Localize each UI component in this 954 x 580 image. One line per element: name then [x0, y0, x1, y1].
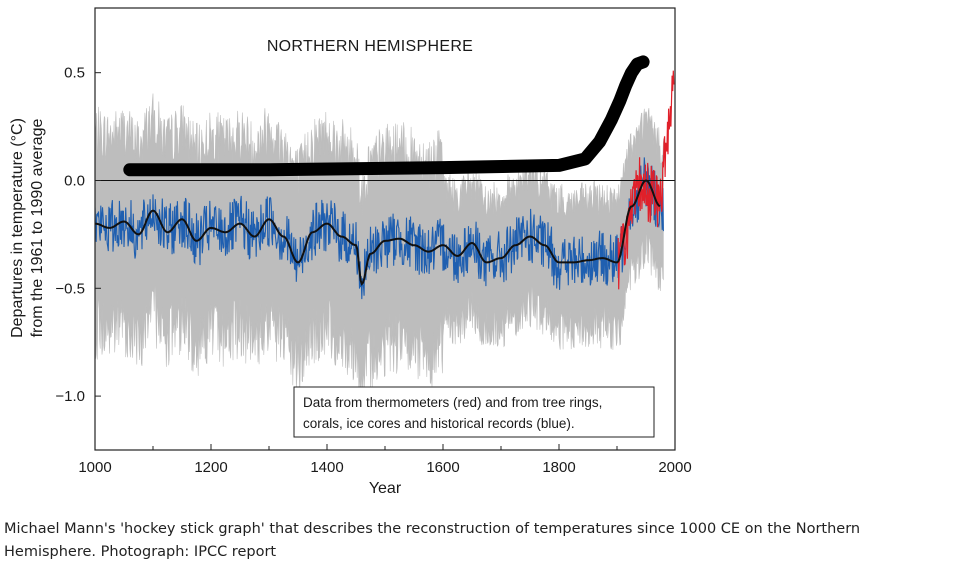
y-tick-label-2: −0.5: [55, 280, 85, 297]
x-tick-label-1400: 1400: [310, 459, 343, 476]
x-tick-label-1600: 1600: [426, 459, 459, 476]
legend-text-line2: corals, ice cores and historical records…: [303, 416, 575, 431]
y-axis-title-line1: Departures in temperature (°C): [9, 118, 26, 338]
hockey-stick-overlay: [123, 55, 650, 177]
y-tick-label-3: −1.0: [55, 388, 85, 405]
smoothed-series: [95, 179, 661, 286]
reconstruction-series: [95, 157, 664, 300]
x-axis-title: Year: [369, 480, 402, 497]
y-tick-label-1: 0.0: [64, 172, 85, 189]
y-tick-label-0: 0.5: [64, 65, 85, 82]
x-tick-label-2000: 2000: [658, 459, 691, 476]
x-tick-label-1000: 1000: [78, 459, 111, 476]
x-tick-label-1800: 1800: [542, 459, 575, 476]
x-tick-label-1200: 1200: [194, 459, 227, 476]
legend-text-line1: Data from thermometers (red) and from tr…: [303, 395, 602, 410]
legend-box: Data from thermometers (red) and from tr…: [293, 386, 655, 438]
figure-caption: Michael Mann's 'hockey stick graph' that…: [4, 521, 861, 560]
hockey-stick-chart: 1000 1200 1400 1600 1800 2000 0.5 0.0 −0.5 −1.0 N…: [9, 7, 692, 497]
y-axis-title-line2: from the 1961 to 1990 average: [29, 118, 46, 337]
thermometer-series: [617, 70, 675, 290]
chart-title: NORTHERN HEMISPHERE: [267, 38, 473, 55]
